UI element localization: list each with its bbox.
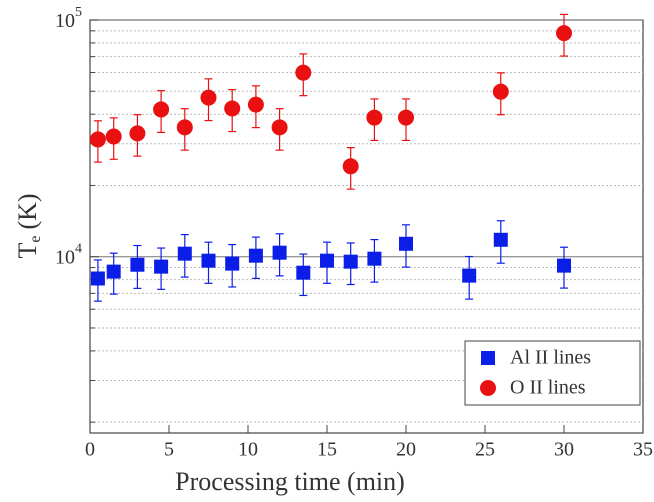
- data-point: [201, 253, 216, 268]
- y-tick-exponent: 5: [75, 5, 82, 20]
- data-point: [493, 232, 508, 247]
- x-tick-label: 25: [475, 439, 495, 461]
- legend-marker: [481, 351, 495, 365]
- x-tick-label: 5: [164, 439, 174, 461]
- data-point: [398, 109, 414, 126]
- data-point: [176, 119, 193, 136]
- data-point: [154, 259, 169, 274]
- legend-label: Al II lines: [510, 347, 591, 369]
- data-point: [106, 264, 121, 279]
- data-point: [89, 131, 106, 148]
- data-point: [200, 89, 217, 106]
- y-tick-base: 10: [55, 10, 75, 32]
- data-point: [556, 25, 572, 42]
- data-point: [367, 251, 382, 266]
- data-point: [462, 268, 477, 283]
- x-tick-label: 15: [317, 439, 337, 461]
- y-tick-base: 10: [55, 246, 75, 268]
- data-point: [247, 96, 264, 113]
- data-point: [366, 109, 383, 126]
- data-point: [129, 125, 146, 142]
- data-point: [271, 119, 288, 136]
- data-point: [225, 256, 240, 271]
- data-point: [492, 83, 509, 100]
- x-tick-label: 10: [238, 439, 258, 461]
- data-point: [295, 64, 312, 81]
- legend-label: O II lines: [510, 377, 586, 399]
- data-point: [130, 257, 145, 272]
- x-tick-label: 30: [554, 439, 574, 461]
- data-point: [557, 258, 571, 273]
- data-point: [90, 271, 105, 286]
- data-point: [320, 253, 334, 268]
- x-axis-title: Processing time (min): [175, 467, 405, 496]
- data-point: [224, 100, 241, 117]
- data-point: [272, 245, 287, 260]
- data-point: [177, 246, 192, 261]
- legend-marker: [480, 380, 496, 396]
- y-title-unit: (K): [13, 193, 42, 229]
- data-point: [248, 248, 263, 263]
- data-point: [399, 236, 413, 251]
- y-tick-label: 104: [55, 242, 82, 268]
- data-point: [105, 128, 122, 145]
- y-axis-title: Te (K): [13, 193, 44, 258]
- y-tick-exponent: 4: [75, 242, 82, 257]
- y-title-text: T: [13, 243, 42, 259]
- data-point: [342, 158, 359, 175]
- x-tick-label: 0: [85, 439, 95, 461]
- y-tick-label: 105: [55, 5, 82, 31]
- x-tick-label: 20: [396, 439, 416, 461]
- x-tick-label: 35: [633, 439, 653, 461]
- data-point: [153, 101, 170, 118]
- data-point: [343, 254, 358, 269]
- data-point: [296, 265, 311, 280]
- y-title-sub: e: [27, 236, 44, 243]
